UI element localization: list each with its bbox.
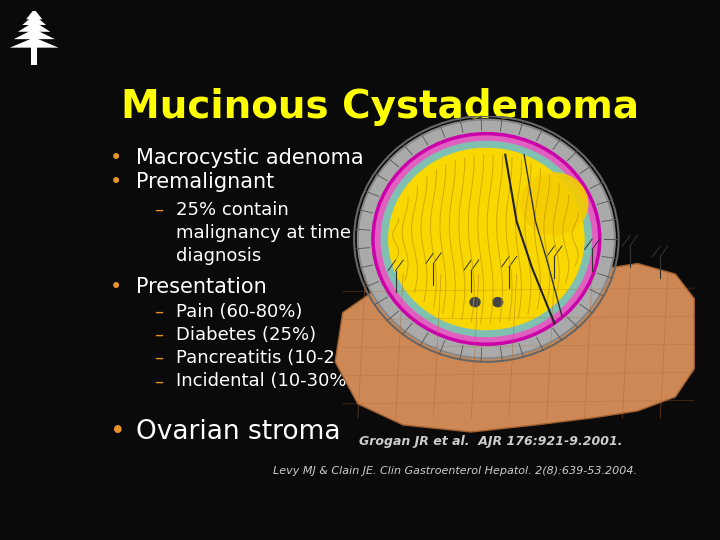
Circle shape bbox=[388, 147, 585, 330]
Text: –: – bbox=[154, 373, 163, 390]
Polygon shape bbox=[14, 29, 55, 39]
Circle shape bbox=[358, 120, 615, 359]
Polygon shape bbox=[22, 15, 46, 25]
Polygon shape bbox=[10, 37, 58, 48]
Text: 25% contain
malignancy at time of
diagnosis: 25% contain malignancy at time of diagno… bbox=[176, 201, 374, 265]
Circle shape bbox=[380, 140, 593, 337]
Polygon shape bbox=[336, 264, 694, 432]
Text: –: – bbox=[154, 302, 163, 321]
Circle shape bbox=[521, 172, 588, 235]
Text: –: – bbox=[154, 201, 163, 219]
Text: Pain (60-80%): Pain (60-80%) bbox=[176, 302, 303, 321]
Circle shape bbox=[492, 297, 503, 307]
Text: Pancreatitis (10-20%): Pancreatitis (10-20%) bbox=[176, 349, 371, 367]
Circle shape bbox=[373, 133, 600, 345]
Text: Incidental (10-30%): Incidental (10-30%) bbox=[176, 373, 354, 390]
Text: Diabetes (25%): Diabetes (25%) bbox=[176, 326, 317, 344]
Text: •: • bbox=[109, 419, 125, 445]
Text: Macrocystic adenoma: Macrocystic adenoma bbox=[136, 148, 364, 168]
Text: Ovarian stroma: Ovarian stroma bbox=[136, 419, 341, 445]
Text: –: – bbox=[154, 326, 163, 344]
Text: –: – bbox=[154, 349, 163, 367]
Text: •: • bbox=[109, 277, 122, 297]
Polygon shape bbox=[18, 22, 50, 32]
Circle shape bbox=[469, 297, 481, 307]
Text: Presentation: Presentation bbox=[136, 277, 266, 297]
Text: •: • bbox=[109, 172, 122, 192]
Text: Premalignant: Premalignant bbox=[136, 172, 274, 192]
Polygon shape bbox=[31, 46, 37, 65]
Text: Grogan JR et al.  AJR 176:921-9.2001.: Grogan JR et al. AJR 176:921-9.2001. bbox=[359, 435, 622, 448]
Polygon shape bbox=[26, 9, 42, 19]
Text: Mucinous Cystadenoma: Mucinous Cystadenoma bbox=[121, 87, 639, 126]
Text: •: • bbox=[109, 148, 122, 168]
Text: Levy MJ & Clain JE. Clin Gastroenterol Hepatol. 2(8):639-53.2004.: Levy MJ & Clain JE. Clin Gastroenterol H… bbox=[273, 465, 637, 476]
